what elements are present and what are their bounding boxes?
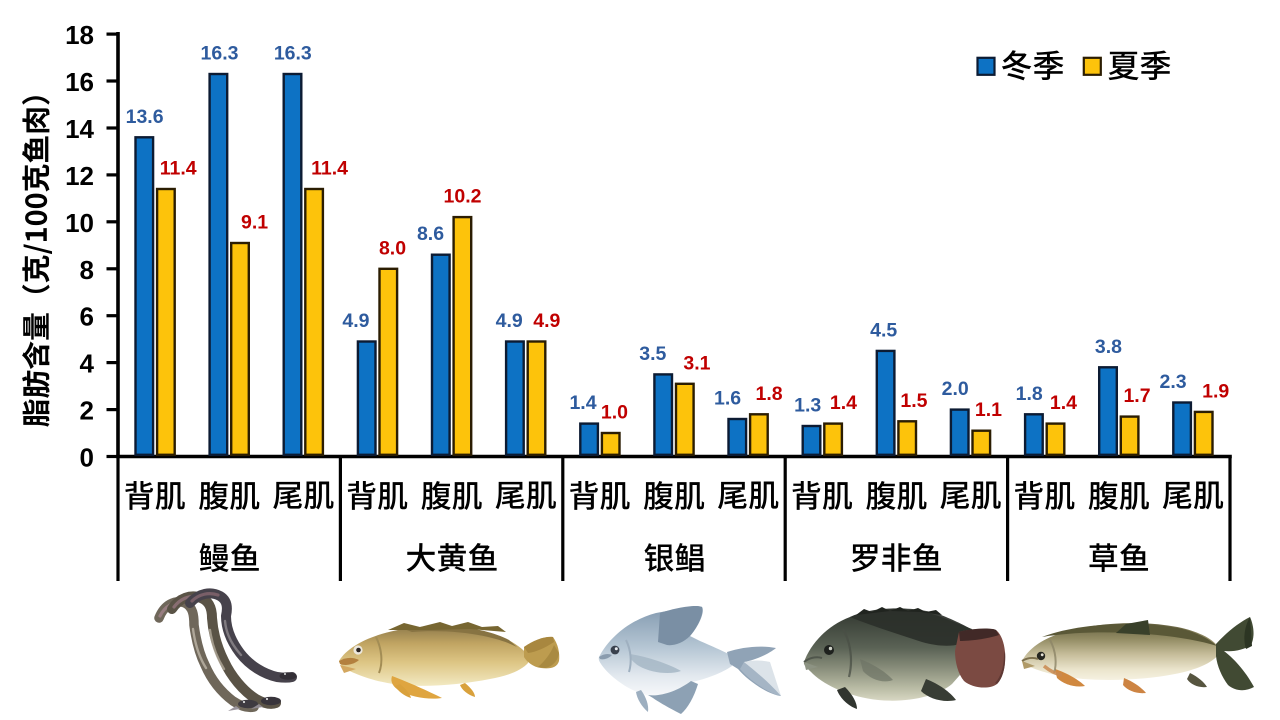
svg-text:12: 12 <box>65 161 94 191</box>
svg-text:3.5: 3.5 <box>639 343 666 365</box>
svg-text:1.4: 1.4 <box>1050 392 1077 414</box>
svg-text:11.4: 11.4 <box>311 158 348 180</box>
svg-text:1.7: 1.7 <box>1123 385 1150 407</box>
svg-text:4.9: 4.9 <box>342 310 369 332</box>
svg-text:9.1: 9.1 <box>241 212 268 234</box>
svg-text:2.3: 2.3 <box>1160 371 1187 393</box>
svg-text:16.3: 16.3 <box>201 43 239 65</box>
svg-text:1.1: 1.1 <box>975 399 1002 421</box>
svg-text:8.6: 8.6 <box>417 223 444 245</box>
svg-text:8: 8 <box>80 255 94 285</box>
svg-text:1.8: 1.8 <box>756 383 783 405</box>
svg-text:18: 18 <box>65 20 94 50</box>
svg-text:4.9: 4.9 <box>533 310 560 332</box>
svg-text:1.4: 1.4 <box>569 392 596 414</box>
svg-text:10.2: 10.2 <box>444 186 482 208</box>
svg-text:13.6: 13.6 <box>126 106 164 128</box>
svg-text:11.4: 11.4 <box>160 158 197 180</box>
svg-text:3.1: 3.1 <box>683 352 710 374</box>
svg-text:3.8: 3.8 <box>1095 336 1122 358</box>
svg-text:2.0: 2.0 <box>942 378 969 400</box>
svg-text:1.4: 1.4 <box>830 392 857 414</box>
svg-text:1.8: 1.8 <box>1016 383 1043 405</box>
svg-text:14: 14 <box>65 114 94 144</box>
svg-text:10: 10 <box>65 208 94 238</box>
svg-text:1.9: 1.9 <box>1202 380 1229 402</box>
svg-text:2: 2 <box>80 396 94 426</box>
svg-text:1.3: 1.3 <box>794 395 821 417</box>
svg-text:1.6: 1.6 <box>714 388 741 410</box>
svg-text:16.3: 16.3 <box>274 43 312 65</box>
svg-text:1.5: 1.5 <box>900 390 927 412</box>
svg-text:6: 6 <box>80 302 94 332</box>
svg-text:4: 4 <box>80 349 95 379</box>
svg-text:1.0: 1.0 <box>601 402 628 424</box>
svg-text:0: 0 <box>80 443 94 473</box>
svg-text:8.0: 8.0 <box>379 237 406 259</box>
svg-text:4.5: 4.5 <box>870 319 897 341</box>
svg-text:16: 16 <box>65 67 94 97</box>
svg-text:4.9: 4.9 <box>496 310 523 332</box>
